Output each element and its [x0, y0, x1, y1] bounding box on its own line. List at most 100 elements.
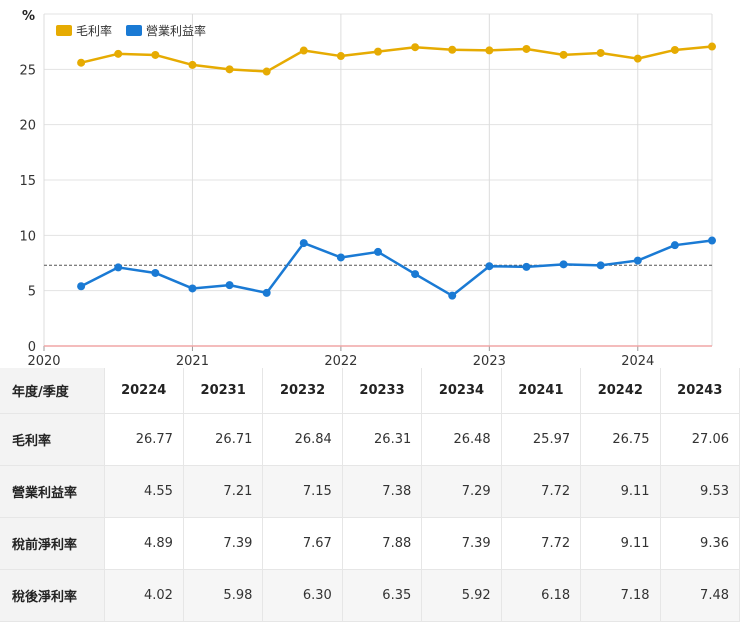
data-point	[633, 54, 642, 63]
data-point	[225, 281, 234, 290]
data-point	[299, 46, 308, 55]
data-point	[77, 58, 86, 67]
table-cell: 9.36	[660, 517, 740, 570]
legend-label: 毛利率	[76, 24, 113, 38]
column-header: 20241	[501, 368, 582, 414]
data-point	[225, 65, 234, 74]
data-point	[299, 239, 308, 248]
row-label: 營業利益率	[0, 465, 105, 518]
table-cell: 9.11	[580, 465, 661, 518]
y-tick-label: 5	[28, 285, 36, 300]
table-cell: 9.53	[660, 465, 740, 518]
y-unit-label: %	[22, 9, 36, 24]
data-point	[151, 50, 160, 59]
data-point	[522, 44, 531, 53]
table-row: 稅後淨利率 4.02 5.98 6.30 6.35 5.92 6.18 7.18…	[0, 569, 740, 622]
series-line-0	[80, 45, 713, 73]
data-point	[448, 45, 457, 54]
y-tick-label: 10	[19, 229, 36, 244]
legend-swatch-icon	[126, 25, 143, 36]
data-point	[559, 260, 568, 269]
data-point	[559, 50, 568, 59]
table-cell: 26.77	[104, 413, 184, 466]
row-label: 稅後淨利率	[0, 569, 105, 622]
column-header: 20233	[342, 368, 423, 414]
data-point	[262, 288, 271, 297]
table-cell: 7.18	[580, 569, 661, 622]
table-row: 營業利益率 4.55 7.21 7.15 7.38 7.29 7.72 9.11…	[0, 465, 740, 518]
y-tick-label: 0	[28, 340, 36, 355]
y-tick-label: 20	[19, 119, 36, 134]
table-cell: 4.89	[104, 517, 184, 570]
table-cell: 25.97	[501, 413, 582, 466]
table-cell: 6.35	[342, 569, 423, 622]
data-point	[670, 241, 679, 250]
data-point	[596, 261, 605, 270]
table-cell: 26.31	[342, 413, 423, 466]
data-point	[374, 247, 382, 256]
data-point	[188, 60, 197, 69]
table-cell: 7.38	[342, 465, 423, 518]
data-point	[188, 284, 197, 293]
legend-swatch-icon	[56, 25, 72, 36]
table-cell: 27.06	[660, 413, 740, 466]
x-tick-label: 2022	[324, 354, 357, 369]
data-point	[708, 42, 716, 51]
table-row: 毛利率 26.77 26.71 26.84 26.31 26.48 25.97 …	[0, 413, 740, 466]
x-tick-label: 2020	[27, 354, 60, 369]
table-cell: 7.39	[183, 517, 264, 570]
table-cell: 9.11	[580, 517, 661, 570]
data-point	[336, 52, 345, 61]
data-point	[114, 263, 123, 272]
table-cell: 7.72	[501, 465, 582, 518]
x-tick-label: 2021	[176, 354, 209, 369]
column-header: 20243	[660, 368, 740, 414]
y-tick-label: 25	[19, 63, 36, 78]
table-cell: 4.55	[104, 465, 184, 518]
table-cell: 7.67	[262, 517, 343, 570]
y-tick-label: 15	[19, 174, 36, 189]
data-point	[114, 49, 123, 58]
data-point	[596, 48, 605, 57]
table-row: 稅前淨利率 4.89 7.39 7.67 7.88 7.39 7.72 9.11…	[0, 517, 740, 570]
data-point	[670, 45, 679, 54]
table-header-row: 年度/季度 20224 20231 20232 20233 20234 2024…	[0, 368, 740, 414]
legend-item-gross-margin[interactable]: 毛利率	[56, 22, 112, 39]
x-tick-label: 2023	[473, 354, 506, 369]
table-cell: 5.98	[183, 569, 264, 622]
table-cell: 6.30	[262, 569, 343, 622]
table-cell: 7.72	[501, 517, 582, 570]
table-cell: 5.92	[421, 569, 502, 622]
table-cell: 7.29	[421, 465, 502, 518]
table-cell: 7.48	[660, 569, 740, 622]
row-label: 稅前淨利率	[0, 517, 105, 570]
table-cell: 7.15	[262, 465, 343, 518]
column-header: 20234	[421, 368, 502, 414]
column-header: 20242	[580, 368, 661, 414]
data-point	[374, 47, 382, 56]
data-point	[262, 67, 271, 76]
data-point	[77, 282, 86, 291]
legend-label: 營業利益率	[146, 24, 207, 38]
data-point	[411, 43, 420, 52]
line-chart: 0 5 10 15 20 25 2020 2021 2022 2023 2024	[19, 13, 716, 369]
table-cell: 6.18	[501, 569, 582, 622]
series-line-1	[80, 239, 713, 297]
data-point	[485, 46, 494, 55]
column-header: 20224	[104, 368, 184, 414]
legend: 毛利率 營業利益率	[56, 22, 206, 39]
legend-item-operating-margin[interactable]: 營業利益率	[126, 22, 206, 39]
table-cell: 7.88	[342, 517, 423, 570]
data-point	[708, 236, 716, 245]
data-point	[633, 256, 642, 265]
data-point	[485, 262, 494, 271]
table-cell: 4.02	[104, 569, 184, 622]
row-label: 毛利率	[0, 413, 105, 466]
data-point	[151, 268, 160, 277]
data-point	[522, 262, 531, 271]
data-table: 年度/季度 20224 20231 20232 20233 20234 2024…	[0, 368, 740, 622]
data-point	[411, 270, 420, 279]
x-tick-label: 2024	[621, 354, 654, 369]
column-header: 20232	[262, 368, 343, 414]
table-cell: 7.39	[421, 517, 502, 570]
